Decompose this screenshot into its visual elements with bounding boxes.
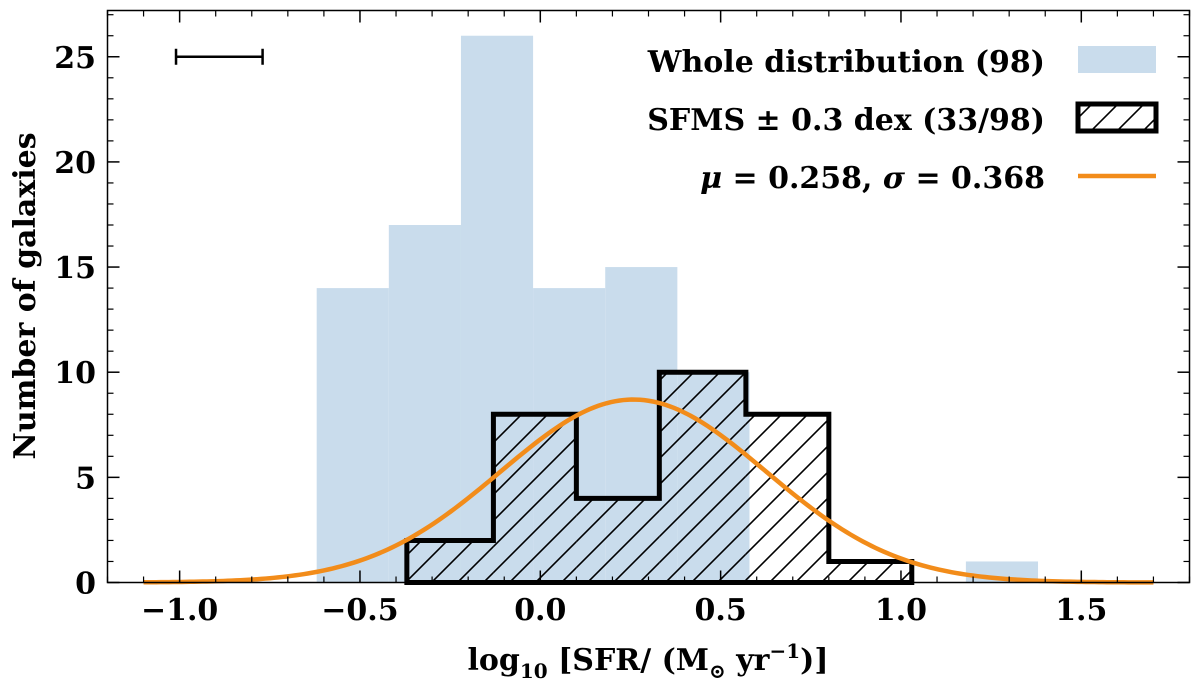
y-tick-label-0: 0 — [75, 567, 96, 602]
whole-bar-1 — [388, 225, 461, 583]
legend-label-sfms: SFMS ± 0.3 dex (33/98) — [647, 103, 1045, 138]
y-axis-label: Number of galaxies — [8, 132, 43, 459]
x-tick-label-1: −0.5 — [321, 593, 398, 628]
sfms-step-outline — [404, 369, 915, 585]
sfms-bar-5 — [828, 561, 912, 583]
gaussian-fit-line — [143, 397, 1154, 585]
sfms-bar-0 — [406, 540, 494, 583]
x-tick-label-4: 1.0 — [875, 593, 927, 628]
legend-label-fit: μ = 0.258, σ = 0.368 — [700, 161, 1045, 196]
y-tick-label-2: 10 — [54, 356, 96, 391]
sfms-bar-4 — [745, 414, 829, 583]
sfms-bar-1 — [493, 414, 577, 583]
sfms-bar-2 — [576, 498, 660, 583]
x-axis-ticks: −1.0 −0.5 0.0 0.5 1.0 1.5 — [106, 10, 1191, 628]
error-bar-marker — [174, 48, 264, 65]
sfms-bar-3 — [659, 372, 746, 583]
x-tick-label-5: 1.5 — [1055, 593, 1107, 628]
y-tick-label-1: 5 — [75, 461, 96, 496]
x-axis-label: log10 [SFR/ (M⊙ yr−1)] — [467, 639, 828, 683]
y-axis-ticks: 0 5 10 15 20 25 — [54, 14, 1190, 602]
whole-bar-0 — [316, 288, 389, 583]
y-tick-label-4: 20 — [54, 146, 96, 181]
y-tick-label-3: 15 — [54, 251, 96, 286]
y-tick-label-5: 25 — [54, 41, 96, 76]
x-tick-label-3: 0.5 — [695, 593, 747, 628]
x-tick-label-2: 0.0 — [514, 593, 566, 628]
legend-swatch-sfms-border — [1075, 101, 1159, 134]
legend-label-whole: Whole distribution (98) — [647, 45, 1045, 80]
legend-swatch-sfms-fill — [1078, 104, 1156, 131]
legend: Whole distribution (98) SFMS ± 0.3 dex (… — [647, 45, 1159, 196]
legend-swatch-whole — [1078, 46, 1156, 73]
x-tick-label-0: −1.0 — [141, 593, 218, 628]
